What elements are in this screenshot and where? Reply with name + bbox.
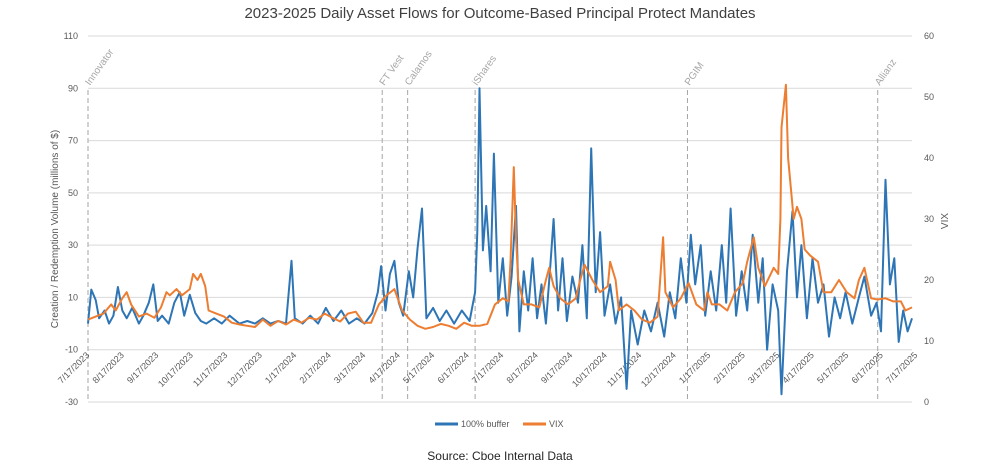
y2-tick-label: 50: [924, 92, 934, 102]
chart: 2023-2025 Daily Asset Flows for Outcome-…: [50, 5, 951, 429]
x-tick-label: 8/17/2024: [505, 350, 540, 385]
legend-label-series-2: VIX: [549, 419, 564, 429]
y-axis-left-labels: -30 -10 10 30 50 70 90 110: [64, 31, 78, 407]
x-tick-label: 6/17/2024: [436, 350, 471, 385]
y-tick-label: 70: [68, 136, 78, 146]
y-tick-label: 110: [64, 31, 78, 41]
x-tick-label: 4/17/2025: [781, 350, 816, 385]
x-tick-label: 10/17/2024: [570, 350, 609, 389]
y-axis-right-title: VIX: [940, 213, 951, 229]
y2-tick-label: 60: [924, 31, 934, 41]
y2-tick-label: 10: [924, 336, 934, 346]
y-tick-label: 90: [68, 83, 78, 93]
event-marker-label: Innovator: [83, 47, 116, 88]
legend: 100% buffer VIX: [435, 419, 564, 429]
y-axis-right-labels: 0 10 20 30 40 50 60: [924, 31, 934, 407]
x-tick-label: 3/17/2024: [332, 350, 367, 385]
x-tick-label: 3/17/2025: [746, 350, 781, 385]
x-tick-label: 2/17/2024: [298, 350, 333, 385]
chart-title: 2023-2025 Daily Asset Flows for Outcome-…: [244, 5, 755, 22]
y-tick-label: 30: [68, 240, 78, 250]
event-marker-label: FT Vest: [378, 53, 407, 88]
x-tick-label: 12/17/2024: [639, 350, 678, 389]
x-tick-label: 10/17/2023: [156, 350, 195, 389]
x-tick-label: 12/17/2023: [225, 350, 264, 389]
gridlines: [88, 35, 912, 403]
y-tick-label: -10: [65, 345, 78, 355]
legend-label-series-1: 100% buffer: [461, 419, 509, 429]
x-tick-label: 7/17/2025: [884, 350, 919, 385]
x-tick-label: 1/17/2024: [263, 350, 298, 385]
x-tick-label: 11/17/2023: [191, 350, 229, 388]
y-tick-label: -30: [65, 397, 78, 407]
event-marker-label: Allianz: [873, 57, 899, 87]
x-tick-label: 5/17/2025: [815, 350, 850, 385]
y2-tick-label: 30: [924, 214, 934, 224]
x-tick-label: 8/17/2023: [91, 350, 126, 385]
x-tick-label: 6/17/2025: [850, 350, 885, 385]
x-tick-label: 4/17/2024: [367, 350, 402, 385]
y2-tick-label: 40: [924, 153, 934, 163]
event-marker-label: PGIM: [683, 60, 707, 87]
source-note: Source: Cboe Internal Data: [427, 449, 573, 463]
x-tick-label: 2/17/2025: [712, 350, 747, 385]
y-axis-left-title: Creation / Redemption Volume (millions o…: [50, 130, 61, 328]
event-marker-label: Calamos: [403, 49, 435, 88]
series-line-2: [87, 83, 913, 330]
y2-tick-label: 0: [924, 397, 929, 407]
series-line-1: [87, 87, 913, 396]
y-tick-label: 10: [68, 292, 78, 302]
y-tick-label: 50: [68, 188, 78, 198]
event-marker-label: iShares: [471, 54, 499, 88]
x-tick-label: 9/17/2023: [125, 350, 160, 385]
x-tick-label: 9/17/2024: [539, 350, 574, 385]
x-tick-label: 1/17/2025: [677, 350, 712, 385]
x-tick-label: 5/17/2024: [401, 350, 436, 385]
y2-tick-label: 20: [924, 275, 934, 285]
x-axis-labels: 7/17/2023 8/17/2023 9/17/202310/17/202311/…: [56, 350, 919, 389]
x-tick-label: 7/17/2023: [56, 350, 91, 385]
plot-area: [87, 83, 913, 396]
